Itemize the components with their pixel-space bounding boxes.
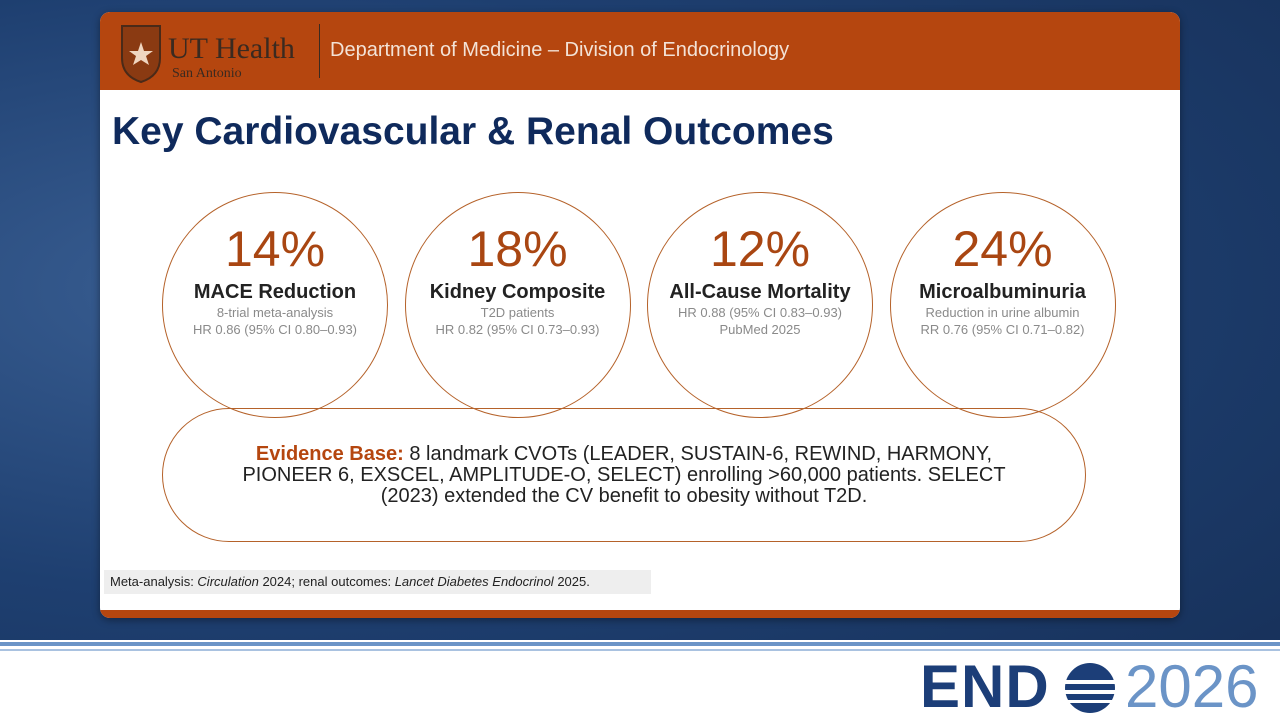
title: Key Cardiovascular & Renal Outcomes <box>112 110 834 153</box>
bottom-bar <box>100 610 1180 618</box>
footnote-part: Lancet Diabetes Endocrinol <box>394 574 554 589</box>
stat-value: 14% <box>224 221 326 277</box>
footnote-part: Circulation <box>197 574 259 589</box>
logo-shield <box>121 25 161 84</box>
stat-circle: 18% Kidney Composite T2D patients HR 0.82 (… <box>404 192 631 418</box>
stat-detail: Reduction in urine albumin <box>925 305 1080 320</box>
evidence-text: Evidence Base: 8 landmark CVOTs (LEADER,… <box>213 442 1035 507</box>
header: UT Health San Antonio Department of Medi… <box>100 12 1180 90</box>
evidence-box: Evidence Base: 8 landmark CVOTs (LEADER,… <box>162 408 1086 542</box>
logo-globe <box>1065 663 1115 713</box>
slide: UT Health San Antonio Department of Medi… <box>100 12 1180 618</box>
separator <box>319 24 320 78</box>
footnote-part: 2024; renal outcomes: <box>258 574 395 589</box>
footer-year: 2026 <box>1125 653 1259 720</box>
stat-detail: T2D patients <box>480 305 555 320</box>
stat-label: MACE Reduction <box>193 281 357 303</box>
evidence-body: 8 landmark CVOTs (LEADER, SUSTAIN-6, REW… <box>242 442 1006 507</box>
stat-detail: RR 0.76 (95% CI 0.71–0.82) <box>920 322 1085 337</box>
footnote: Meta-analysis: Circulation 2024; renal o… <box>104 570 651 594</box>
stat-label: Microalbuminuria <box>919 281 1086 303</box>
stat-value: 18% <box>467 221 568 277</box>
stat-label: Kidney Composite <box>429 281 606 303</box>
stat-value: 12% <box>709 221 811 277</box>
stat-value: 24% <box>952 221 1053 277</box>
stat-detail: HR 0.86 (95% CI 0.80–0.93) <box>192 322 358 337</box>
stat-detail: PubMed 2025 <box>719 322 801 337</box>
stat-detail: 8-trial meta-analysis <box>216 305 334 320</box>
stat-circle: 14% MACE Reduction 8-trial meta-analysis HR… <box>162 192 388 418</box>
footnote-part: Meta-analysis: <box>110 574 198 589</box>
stat-detail: HR 0.82 (95% CI 0.73–0.93) <box>435 322 600 337</box>
stat-detail: HR 0.88 (95% CI 0.83–0.93) <box>677 305 843 320</box>
logo-sub: San Antonio <box>172 66 242 81</box>
evidence-label: Evidence Base: <box>255 442 404 465</box>
stat-circle: 12% All-Cause Mortality HR 0.88 (95% CI 0.… <box>647 192 873 418</box>
footnote-part: 2025. <box>553 574 590 589</box>
footer-logo: END <box>920 653 1050 720</box>
stat-circle: 24% Microalbuminuria Reduction in urine al… <box>889 192 1116 418</box>
footer-line <box>0 642 1280 646</box>
stat-label: All-Cause Mortality <box>669 281 851 303</box>
department: Department of Medicine – Division of End… <box>330 39 790 61</box>
logo-name: UT Health <box>168 32 295 65</box>
footer-line <box>0 649 1280 651</box>
